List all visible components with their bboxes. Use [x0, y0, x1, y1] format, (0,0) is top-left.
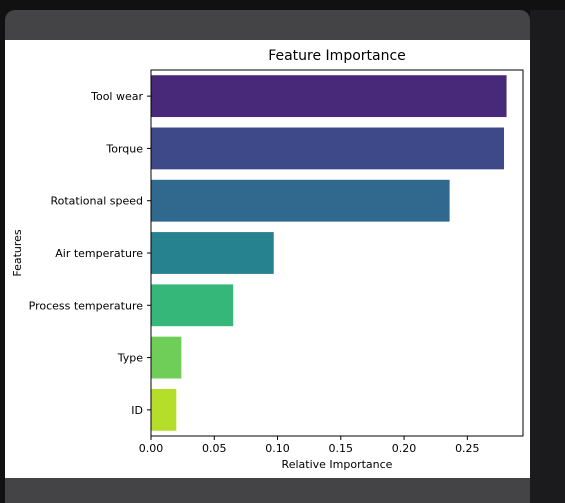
x-tick-label: 0.20	[392, 442, 417, 455]
figure-area: Feature Importance Tool wear Torque Rotati…	[5, 40, 530, 478]
bar-air-temperature	[151, 232, 274, 274]
y-tick-label: ID	[131, 404, 143, 417]
bar-id	[151, 388, 177, 431]
y-tick-label: Tool wear	[90, 90, 143, 103]
cell-footer-bar	[5, 478, 530, 503]
axes-frame	[150, 69, 524, 437]
y-tick-label: Air temperature	[55, 247, 143, 260]
output-cell-frame: Feature Importance Tool wear Torque Rotati…	[5, 10, 530, 503]
x-tick-label: 0.00	[139, 442, 164, 455]
y-tick-label: Type	[117, 352, 143, 365]
bar-tool-wear	[151, 75, 507, 118]
y-axis-label: Features	[11, 229, 24, 277]
scrollbar-track[interactable]	[530, 10, 565, 503]
x-tick-label: 0.10	[265, 442, 290, 455]
x-axis-label: Relative Importance	[282, 458, 393, 471]
y-tick-labels: Tool wear Torque Rotational speed Air tempe…	[29, 90, 151, 417]
y-tick-label: Torque	[105, 142, 143, 155]
bars-group	[151, 75, 507, 431]
bar-rotational-speed	[151, 179, 450, 222]
bar-torque	[151, 127, 505, 170]
y-tick-label: Rotational speed	[50, 195, 143, 208]
x-tick-label: 0.05	[202, 442, 227, 455]
chart-title: Feature Importance	[268, 48, 406, 64]
y-tick-label: Process temperature	[29, 299, 144, 312]
x-ticks: 0.00 0.05 0.10 0.15 0.20 0.25	[139, 436, 480, 455]
feature-importance-chart: Feature Importance Tool wear Torque Rotati…	[11, 48, 524, 471]
x-tick-label: 0.15	[329, 442, 354, 455]
bar-process-temperature	[151, 284, 234, 327]
bar-type	[151, 336, 182, 379]
x-tick-label: 0.25	[455, 442, 480, 455]
